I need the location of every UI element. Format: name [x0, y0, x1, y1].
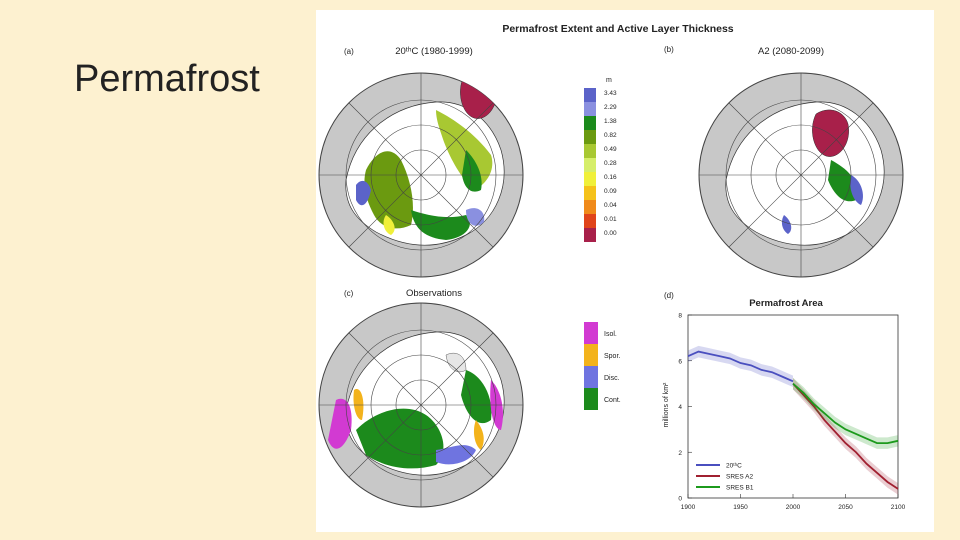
- alt-swatch-4: [584, 144, 596, 158]
- alt-label-3: 0.82: [604, 132, 617, 139]
- y-tick-label: 2: [678, 450, 682, 457]
- y-tick-label: 4: [678, 404, 682, 411]
- series-band-2: [793, 377, 898, 449]
- alt-swatch-1: [584, 102, 596, 116]
- alt-swatch-8: [584, 200, 596, 214]
- series-band-0: [688, 345, 793, 388]
- x-tick-label: 2000: [786, 504, 801, 511]
- panel-b-tag: (b): [664, 45, 674, 54]
- panel-c-map: [318, 302, 524, 508]
- obs-swatch-1: [584, 344, 598, 366]
- obs-swatch-3: [584, 388, 598, 410]
- alt-swatch-6: [584, 172, 596, 186]
- obs-label-2: Disc.: [604, 375, 620, 382]
- y-tick-label: 8: [678, 313, 682, 320]
- x-tick-label: 1900: [681, 504, 696, 511]
- panel-c-isolated: [328, 398, 352, 449]
- panel-b-map: [698, 72, 904, 278]
- alt-swatch-5: [584, 158, 596, 172]
- alt-swatch-7: [584, 186, 596, 200]
- alt-swatch-10: [584, 228, 596, 242]
- panel-c-title: Observations: [406, 288, 462, 299]
- obs-legend: Isol. Spor. Disc. Cont.: [584, 322, 621, 410]
- obs-label-3: Cont.: [604, 397, 621, 404]
- figure: Permafrost Extent and Active Layer Thick…: [316, 10, 934, 532]
- permafrost-area-chart: 1900 1950 2000 2050 2100 0 2 4 6 8 20ᵗʰC SRES A2 SRE…: [678, 313, 905, 512]
- alt-label-0: 3.43: [604, 90, 617, 97]
- x-tick-label: 2100: [891, 504, 906, 511]
- series-line-0: [687, 350, 794, 383]
- panel-d-tag: (d): [664, 291, 674, 300]
- panel-a-map: [318, 72, 524, 278]
- alt-label-8: 0.04: [604, 202, 617, 209]
- alt-label-6: 0.16: [604, 174, 617, 181]
- chart-frame: [687, 314, 899, 499]
- alt-colorbar: m 3.43 2.29 1.38 0.82 0.49 0.28 0.16 0.0…: [584, 77, 617, 242]
- alt-label-7: 0.09: [604, 188, 617, 195]
- obs-label-0: Isol.: [604, 331, 617, 338]
- alt-swatch-9: [584, 214, 596, 228]
- x-tick-label: 2050: [838, 504, 853, 511]
- slide-title: Permafrost: [74, 58, 260, 100]
- y-tick-label: 6: [678, 358, 682, 365]
- alt-label-10: 0.00: [604, 230, 617, 237]
- alt-swatch-0: [584, 88, 596, 102]
- panel-c-tag: (c): [344, 289, 354, 298]
- alt-colorbar-unit: m: [606, 77, 612, 84]
- panel-a-eurasia-pf: [364, 151, 413, 229]
- panel-c-continuous: [356, 408, 444, 469]
- x-tick-label: 1950: [733, 504, 748, 511]
- panel-b-greenland: [812, 109, 849, 157]
- chart-ylabel: millions of km²: [663, 382, 670, 427]
- figure-title: Permafrost Extent and Active Layer Thick…: [502, 23, 733, 35]
- series-band-1: [793, 377, 898, 495]
- chart-title: Permafrost Area: [749, 298, 823, 309]
- series-line-1: [792, 383, 899, 490]
- alt-label-2: 1.38: [604, 118, 617, 125]
- alt-label-9: 0.01: [604, 216, 617, 223]
- series-line-2: [792, 382, 899, 445]
- panel-b-pf-patch: [828, 160, 857, 202]
- alt-swatch-2: [584, 116, 596, 130]
- obs-swatch-2: [584, 366, 598, 388]
- obs-swatch-0: [584, 322, 598, 344]
- alt-swatch-3: [584, 130, 596, 144]
- panel-b-title: A2 (2080-2099): [758, 46, 824, 57]
- obs-label-1: Spor.: [604, 353, 620, 360]
- y-tick-label: 0: [678, 496, 682, 503]
- legend-label-2: SRES B1: [726, 485, 754, 492]
- legend-label-0: 20ᵗʰC: [726, 463, 742, 470]
- legend-label-1: SRES A2: [726, 474, 753, 481]
- alt-label-1: 2.29: [604, 104, 617, 111]
- panel-a-title: 20ᵗʰC (1980-1999): [395, 46, 473, 57]
- alt-label-4: 0.49: [604, 146, 617, 153]
- panel-a-tag: (a): [344, 47, 354, 56]
- alt-label-5: 0.28: [604, 160, 617, 167]
